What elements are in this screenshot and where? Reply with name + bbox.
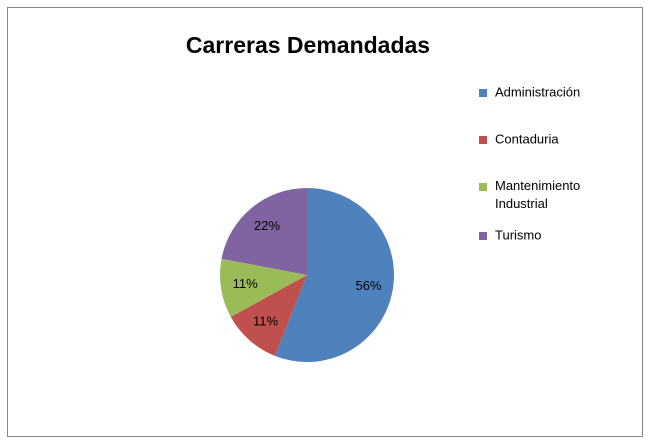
data-label: 11% <box>253 313 278 328</box>
pie-slice <box>220 258 307 317</box>
legend-label: Mantenimiento Industrial <box>495 178 580 211</box>
legend-swatch <box>479 89 487 97</box>
chart-title: Carreras Demandadas <box>186 32 430 58</box>
data-label: 22% <box>254 218 280 233</box>
legend-swatch <box>479 232 487 240</box>
legend-label: Administración <box>495 84 580 99</box>
pie-slice <box>221 188 307 275</box>
legend-swatch <box>479 136 487 144</box>
legend-label: Turismo <box>495 227 541 242</box>
legend-swatch <box>479 183 487 191</box>
data-label: 56% <box>356 278 382 293</box>
legend-label: Contaduria <box>495 131 559 146</box>
data-label: 11% <box>233 276 258 291</box>
pie-slice <box>274 188 394 362</box>
pie-slice <box>230 275 307 356</box>
